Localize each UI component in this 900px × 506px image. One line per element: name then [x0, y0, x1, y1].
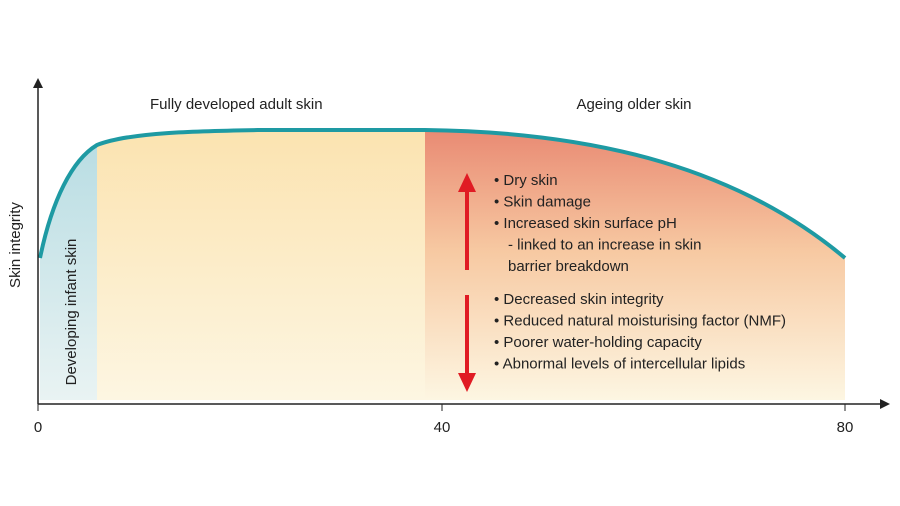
infant-label: Developing infant skin — [63, 239, 80, 386]
down-arrowhead — [458, 373, 476, 392]
y-axis-label: Skin integrity — [7, 202, 24, 288]
lower-list: • Decreased skin integrity • Reduced natu… — [494, 291, 786, 373]
list-item: barrier breakdown — [508, 258, 629, 275]
ageing-label: Ageing older skin — [576, 96, 691, 113]
x-arrow — [880, 399, 890, 409]
x-tick-label: 0 — [34, 419, 42, 436]
list-item: • Reduced natural moisturising factor (N… — [494, 312, 786, 329]
list-item: • Skin damage — [494, 193, 591, 210]
x-tick-label: 40 — [434, 419, 451, 436]
y-arrow — [33, 78, 43, 88]
x-tick-label: 80 — [837, 419, 854, 436]
ageing-region — [425, 130, 845, 400]
list-item: • Poorer water-holding capacity — [494, 334, 702, 351]
upper-list: • Dry skin • Skin damage • Increased skin … — [494, 172, 701, 275]
list-item: • Abnormal levels of intercellular lipid… — [494, 355, 745, 372]
adult-region — [97, 130, 425, 400]
up-arrowhead — [458, 173, 476, 192]
adult-label: Fully developed adult skin — [150, 96, 323, 113]
list-item: • Decreased skin integrity — [494, 291, 664, 308]
integrity-curve — [38, 128, 847, 260]
list-item: • Dry skin — [494, 172, 558, 189]
list-item: - linked to an increase in skin — [508, 236, 701, 253]
list-item: • Increased skin surface pH — [494, 215, 677, 232]
